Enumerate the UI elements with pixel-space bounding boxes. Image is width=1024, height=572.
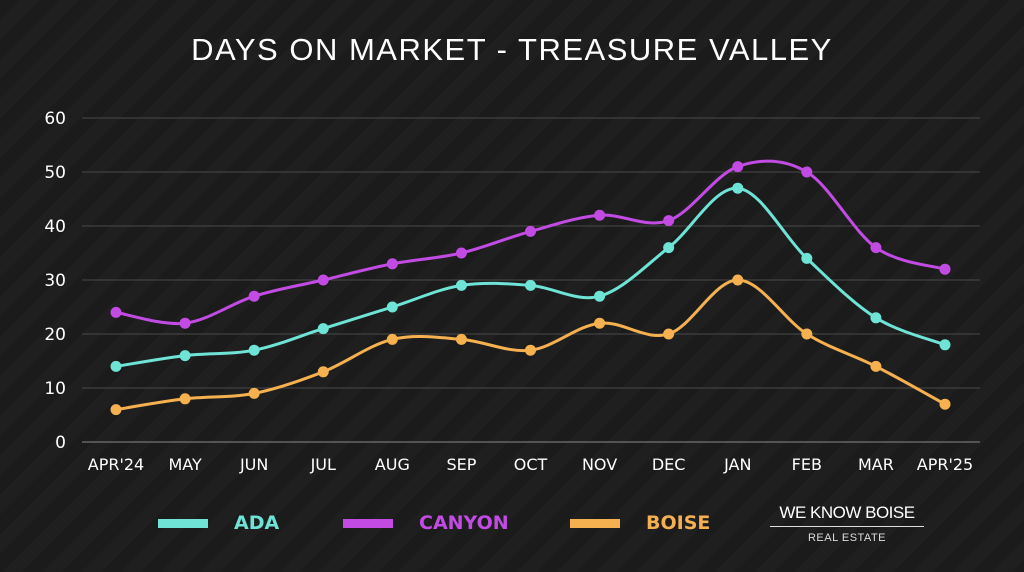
legend-swatch-canyon — [343, 518, 393, 528]
x-tick-label: AUG — [375, 455, 410, 474]
data-point-ada — [732, 182, 744, 194]
data-point-ada — [317, 323, 329, 335]
x-tick-label: FEB — [792, 455, 822, 474]
x-tick-label: SEP — [446, 455, 476, 474]
data-point-canyon — [594, 209, 606, 221]
y-tick-label: 60 — [44, 109, 66, 129]
data-point-ada — [455, 279, 467, 291]
data-point-ada — [594, 290, 606, 302]
legend-label-boise: BOISE — [646, 512, 711, 534]
data-point-boise — [870, 360, 882, 372]
data-point-canyon — [870, 242, 882, 254]
legend-label-ada: ADA — [234, 512, 280, 534]
data-point-canyon — [386, 258, 398, 270]
data-point-boise — [110, 404, 122, 416]
x-tick-label: DEC — [652, 455, 686, 474]
series-line-ada — [115, 186, 946, 368]
legend-ada: ADA — [158, 512, 279, 534]
data-point-ada — [525, 279, 536, 291]
y-tick-label: 30 — [44, 271, 66, 291]
y-tick-label: 50 — [44, 163, 66, 183]
data-point-ada — [110, 360, 122, 372]
data-point-canyon — [110, 306, 122, 318]
chart-title: DAYS ON MARKET - TREASURE VALLEY — [191, 32, 833, 67]
data-point-ada — [179, 350, 191, 362]
legend-canyon: CANYON — [343, 512, 509, 534]
x-tick-label: APR'24 — [88, 455, 144, 474]
x-tick-label: NOV — [582, 455, 617, 474]
data-point-boise — [179, 393, 191, 405]
logo-name: WE KNOW BOISE — [770, 503, 924, 527]
series-line-canyon — [115, 159, 946, 326]
data-point-canyon — [179, 317, 191, 329]
data-point-canyon — [317, 274, 329, 286]
x-tick-label: JUN — [239, 455, 268, 474]
y-tick-label: 40 — [44, 217, 66, 237]
data-point-canyon — [248, 290, 260, 302]
data-point-boise — [455, 333, 467, 345]
data-point-boise — [248, 387, 260, 399]
data-point-canyon — [801, 166, 813, 178]
data-point-boise — [594, 317, 606, 329]
data-point-ada — [248, 344, 260, 356]
data-point-ada — [663, 242, 675, 254]
x-tick-label: OCT — [514, 455, 548, 474]
data-point-canyon — [455, 247, 467, 259]
legend-boise: BOISE — [570, 512, 710, 534]
legend-swatch-boise — [570, 518, 620, 528]
data-point-ada — [801, 252, 813, 264]
x-tick-label: JAN — [723, 455, 751, 474]
y-tick-label: 10 — [44, 379, 66, 399]
data-point-ada — [939, 339, 951, 351]
data-point-canyon — [525, 225, 536, 237]
logo-sub: REAL ESTATE — [807, 532, 887, 544]
data-point-ada — [386, 301, 398, 313]
data-point-boise — [317, 366, 329, 378]
data-point-boise — [386, 333, 398, 345]
data-point-ada — [870, 312, 882, 324]
x-tick-label: JUL — [310, 455, 336, 474]
x-tick-label: MAR — [858, 455, 894, 474]
data-point-boise — [525, 344, 536, 356]
x-tick-label: APR'25 — [917, 455, 973, 474]
legend-swatch-ada — [158, 518, 208, 528]
data-point-boise — [732, 274, 744, 286]
data-point-boise — [663, 328, 675, 340]
y-tick-label: 0 — [55, 433, 66, 453]
data-point-boise — [801, 328, 813, 340]
y-tick-label: 20 — [44, 325, 66, 345]
legend-label-canyon: CANYON — [419, 512, 509, 534]
x-tick-label: MAY — [168, 455, 202, 474]
data-point-boise — [939, 398, 951, 410]
data-point-canyon — [732, 161, 744, 173]
data-point-canyon — [663, 215, 675, 227]
logo: WE KNOW BOISE REAL ESTATE — [770, 503, 924, 544]
data-point-canyon — [939, 263, 951, 275]
